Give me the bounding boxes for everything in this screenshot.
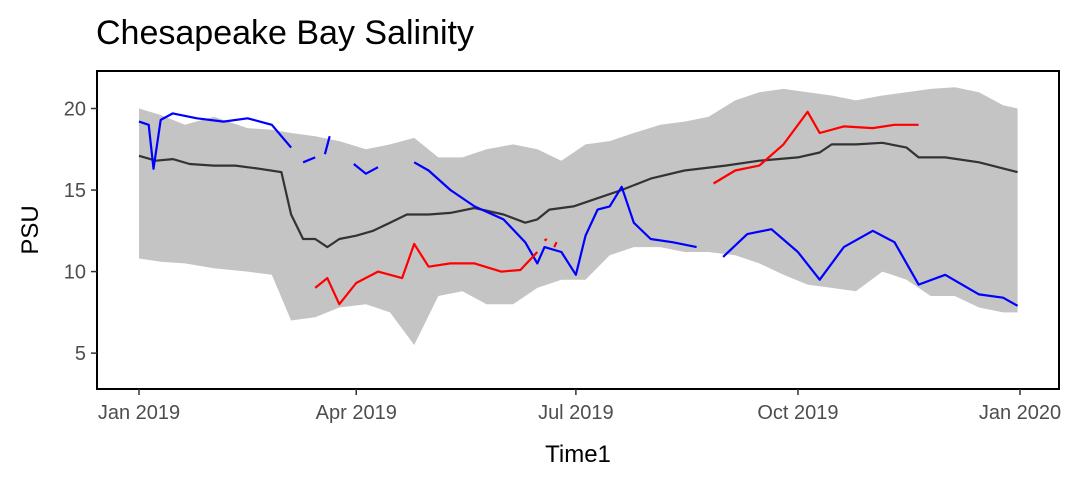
x-axis-title: Time1 — [545, 441, 611, 468]
y-axis: 5 10 15 20 — [64, 99, 97, 365]
x-axis: Jan 2019 Apr 2019 Jul 2019 Oct 2019 Jan 2020 — [98, 389, 1061, 424]
series-1-segment-2 — [323, 135, 331, 155]
y-tick-label: 10 — [64, 262, 86, 284]
series-layer — [138, 110, 1019, 307]
series-2-segment-2 — [553, 241, 558, 248]
series-1-segment-1 — [302, 156, 316, 164]
series-2-segment-0 — [314, 242, 539, 306]
series-0-segment-0 — [138, 141, 1018, 249]
x-tick-label: Jul 2019 — [538, 402, 614, 424]
chart-title: Chesapeake Bay Salinity — [96, 14, 475, 52]
x-tick-label: Oct 2019 — [757, 402, 838, 424]
y-tick-label: 20 — [64, 99, 86, 121]
series-1-segment-5 — [722, 228, 1019, 307]
series-2-segment-3 — [712, 110, 919, 185]
y-tick-label: 15 — [64, 180, 86, 202]
series-2-segment-1 — [543, 238, 548, 242]
y-tick-label: 5 — [75, 343, 86, 365]
series-1-segment-4 — [413, 161, 697, 276]
plot-panel-border — [96, 70, 1060, 390]
series-1-segment-0 — [138, 112, 292, 170]
y-axis-title: PSU — [17, 205, 44, 254]
series-1-segment-3 — [353, 163, 379, 175]
x-tick-label: Apr 2019 — [316, 402, 397, 424]
x-tick-label: Jan 2020 — [979, 402, 1061, 424]
x-tick-label: Jan 2019 — [98, 402, 180, 424]
